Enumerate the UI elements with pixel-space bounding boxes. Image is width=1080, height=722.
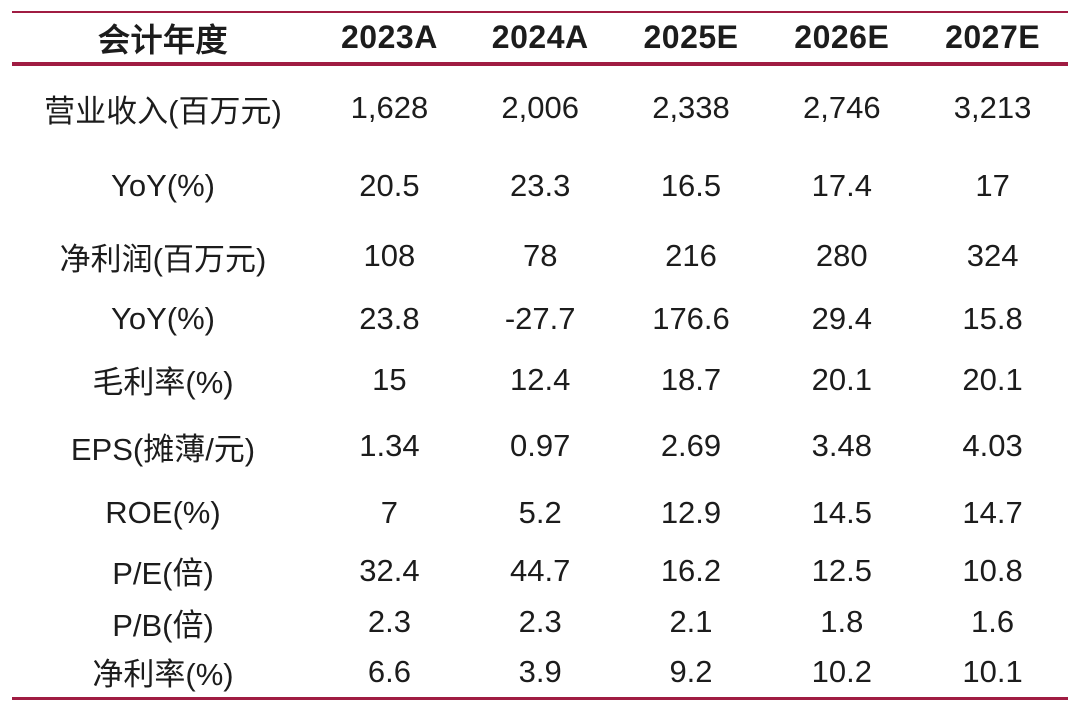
cell-revenue-2025e: 2,338	[652, 90, 730, 125]
cell-roe-2026e: 14.5	[811, 494, 872, 530]
cell-revenue-2023a: 1,628	[350, 90, 429, 125]
header-2027e: 2027E	[945, 19, 1041, 55]
cell-net-profit-yoy-2027e: 15.8	[962, 301, 1023, 336]
cell-net-profit-yoy-2025e: 176.6	[652, 301, 730, 336]
header-fiscal-year: 会计年度	[97, 21, 228, 58]
header-2023a: 2023A	[341, 19, 438, 55]
table-row-pe: P/E(倍) 32.4 44.7 16.2 12.5 10.8	[12, 544, 1068, 597]
cell-net-profit-2024a: 78	[522, 238, 558, 273]
table-row-net-profit: 净利润(百万元) 108 78 216 280 324	[12, 222, 1068, 290]
cell-revenue-yoy-2027e: 17	[975, 168, 1010, 203]
cell-eps-2026e: 3.48	[811, 428, 872, 463]
cell-net-profit-yoy-2023a: 23.8	[359, 301, 420, 336]
row-label-revenue: 营业收入(百万元)	[44, 93, 282, 129]
row-label-net-profit: 净利润(百万元)	[59, 241, 267, 277]
cell-net-margin-2026e: 10.2	[811, 653, 872, 689]
cell-revenue-yoy-2026e: 17.4	[811, 168, 872, 203]
cell-net-margin-2023a: 6.6	[367, 653, 411, 689]
header-row: 会计年度 2023A 2024A 2025E 2026E 2027E	[12, 12, 1068, 64]
cell-pb-2023a: 2.3	[367, 604, 411, 639]
header-2025e: 2025E	[643, 19, 739, 55]
cell-revenue-yoy-2024a: 23.3	[510, 168, 571, 203]
cell-eps-2023a: 1.34	[359, 428, 420, 463]
cell-gross-margin-2025e: 18.7	[660, 361, 722, 397]
cell-pb-2027e: 1.6	[971, 604, 1015, 639]
cell-gross-margin-2027e: 20.1	[962, 361, 1023, 397]
cell-pe-2026e: 12.5	[811, 552, 872, 588]
table-row-revenue: 营业收入(百万元) 1,628 2,006 2,338 2,746 3,213	[12, 64, 1068, 150]
cell-net-profit-2025e: 216	[665, 238, 717, 273]
row-label-eps: EPS(摊薄/元)	[70, 431, 256, 467]
financial-forecast-page: 会计年度 2023A 2024A 2025E 2026E 2027E 营业收入(…	[0, 11, 1080, 722]
row-label-net-margin: 净利率(%)	[92, 657, 234, 693]
table-row-revenue-yoy: YoY(%) 20.5 23.3 16.5 17.4 17	[12, 150, 1068, 222]
row-label-roe: ROE(%)	[105, 494, 221, 530]
table-row-pb: P/B(倍) 2.3 2.3 2.1 1.8 1.6	[12, 597, 1068, 647]
cell-revenue-2024a: 2,006	[501, 90, 579, 125]
cell-net-profit-2026e: 280	[815, 238, 868, 273]
cell-net-profit-yoy-2024a: -27.7	[504, 301, 576, 336]
cell-revenue-2027e: 3,213	[953, 90, 1032, 125]
table-row-net-profit-yoy: YoY(%) 23.8 -27.7 176.6 29.4 15.8	[12, 290, 1068, 348]
cell-roe-2025e: 12.9	[660, 494, 722, 530]
cell-net-margin-2025e: 9.2	[669, 653, 713, 689]
cell-gross-margin-2024a: 12.4	[510, 361, 571, 397]
row-label-revenue-yoy: YoY(%)	[111, 168, 215, 203]
cell-roe-2027e: 14.7	[962, 494, 1023, 530]
cell-pe-2025e: 16.2	[660, 552, 722, 588]
row-label-pe: P/E(倍)	[112, 556, 214, 591]
cell-pb-2026e: 1.8	[820, 604, 864, 639]
cell-revenue-2026e: 2,746	[803, 90, 881, 125]
table-row-gross-margin: 毛利率(%) 15 12.4 18.7 20.1 20.1	[12, 348, 1068, 411]
table-row-roe: ROE(%) 7 5.2 12.9 14.5 14.7	[12, 481, 1068, 544]
cell-gross-margin-2023a: 15	[372, 361, 407, 397]
header-2026e: 2026E	[794, 19, 890, 55]
table-row-net-margin: 净利率(%) 6.6 3.9 9.2 10.2 10.1	[12, 647, 1068, 698]
cell-pb-2024a: 2.3	[518, 604, 562, 639]
cell-revenue-yoy-2023a: 20.5	[359, 168, 420, 203]
cell-net-profit-2023a: 108	[363, 238, 416, 273]
cell-roe-2023a: 7	[380, 494, 399, 530]
cell-net-profit-2027e: 324	[966, 238, 1019, 273]
cell-net-profit-yoy-2026e: 29.4	[811, 301, 872, 336]
financial-forecast-table: 会计年度 2023A 2024A 2025E 2026E 2027E 营业收入(…	[12, 11, 1068, 700]
cell-net-margin-2024a: 3.9	[518, 653, 562, 689]
row-label-gross-margin: 毛利率(%)	[92, 365, 234, 400]
cell-pe-2027e: 10.8	[962, 552, 1023, 588]
cell-pe-2023a: 32.4	[359, 552, 420, 588]
cell-gross-margin-2026e: 20.1	[811, 361, 872, 397]
cell-revenue-yoy-2025e: 16.5	[660, 168, 722, 203]
cell-net-margin-2027e: 10.1	[962, 653, 1023, 689]
cell-eps-2025e: 2.69	[660, 428, 722, 463]
cell-roe-2024a: 5.2	[518, 494, 562, 530]
header-2024a: 2024A	[491, 19, 589, 55]
cell-eps-2024a: 0.97	[510, 428, 571, 463]
table-row-eps: EPS(摊薄/元) 1.34 0.97 2.69 3.48 4.03	[12, 411, 1068, 481]
row-label-net-profit-yoy: YoY(%)	[111, 301, 215, 336]
cell-pe-2024a: 44.7	[510, 552, 571, 588]
cell-eps-2027e: 4.03	[962, 428, 1023, 463]
row-label-pb: P/B(倍)	[112, 607, 214, 643]
cell-pb-2025e: 2.1	[669, 604, 713, 639]
